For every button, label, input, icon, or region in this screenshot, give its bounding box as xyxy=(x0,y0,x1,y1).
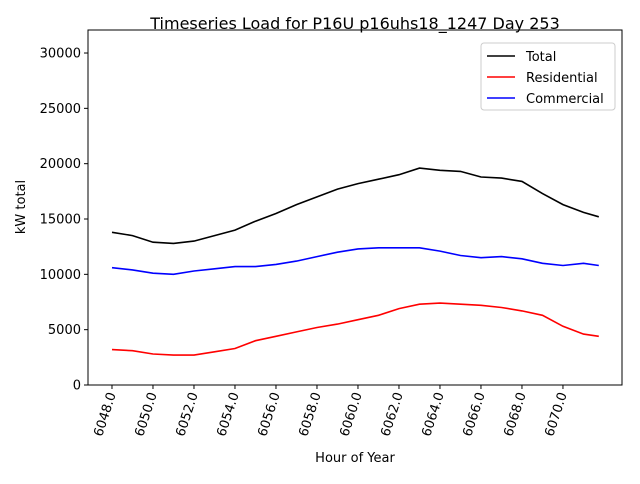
series-line-total xyxy=(111,167,600,245)
series-group xyxy=(111,167,600,356)
y-tick-label: 10000 xyxy=(40,268,81,283)
x-tick-label: 6062.0 xyxy=(378,391,406,439)
y-tick-label: 15000 xyxy=(40,213,81,228)
legend-label: Total xyxy=(525,50,556,65)
x-tick-label: 6052.0 xyxy=(173,391,201,439)
x-tick-label: 6048.0 xyxy=(91,391,119,439)
legend-box xyxy=(480,42,616,111)
x-tick-label: 6068.0 xyxy=(501,391,529,439)
x-tick-label: 6060.0 xyxy=(337,391,365,439)
x-tick-label: 6056.0 xyxy=(255,391,283,439)
series-line-commercial xyxy=(111,247,599,276)
y-tick-label: 0 xyxy=(73,379,81,394)
y-tick-label: 20000 xyxy=(40,157,81,172)
series-line-residential xyxy=(111,302,599,356)
x-tick-label: 6066.0 xyxy=(460,391,488,439)
legend-label: Residential xyxy=(526,71,598,86)
x-axis-label: Hour of Year xyxy=(315,451,395,466)
y-tick-label: 30000 xyxy=(40,47,81,62)
y-tick-label: 5000 xyxy=(48,323,81,338)
x-tick-label: 6050.0 xyxy=(132,391,160,439)
y-axis-label: kW total xyxy=(14,180,29,234)
x-tick-label: 6054.0 xyxy=(214,391,242,439)
legend: Total Residential Commercial xyxy=(480,42,616,111)
y-tick-label: 25000 xyxy=(40,102,81,117)
plot-frame xyxy=(87,29,623,386)
x-tick-label: 6064.0 xyxy=(419,391,447,439)
chart-title: Timeseries Load for P16U p16uhs18_1247 D… xyxy=(149,14,560,34)
legend-label: Commercial xyxy=(526,92,604,107)
x-tick-label: 6058.0 xyxy=(296,391,324,439)
x-tick-label: 6070.0 xyxy=(542,391,570,439)
